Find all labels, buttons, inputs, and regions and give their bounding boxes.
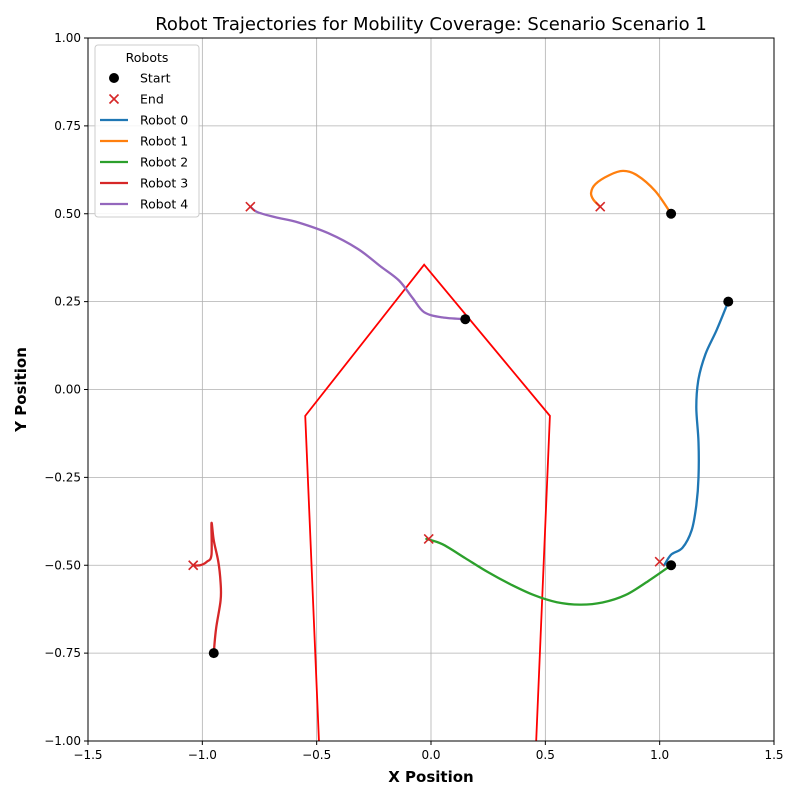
legend-entry-label: Robot 3 (140, 176, 188, 191)
legend-entry-label: Robot 2 (140, 155, 188, 170)
x-tick-label: 1.5 (764, 748, 783, 762)
robot-1-trajectory (589, 169, 673, 215)
plot-area (188, 169, 734, 742)
robot-4-trajectory (249, 205, 467, 321)
end-marker (188, 560, 199, 571)
start-marker (460, 314, 471, 325)
end-marker (423, 533, 434, 544)
legend-start-swatch (109, 73, 119, 83)
legend-title: Robots (126, 50, 169, 65)
x-tick-label: 0.5 (536, 748, 555, 762)
robot-3-trajectory (192, 521, 223, 655)
legend-entry-label: Robot 0 (140, 113, 188, 128)
x-tick-label: −0.5 (302, 748, 331, 762)
legend: Robots Start End Robot 0 Robot 1 Robot 2 Robo… (94, 44, 200, 218)
start-marker (666, 208, 677, 219)
legend-end-swatch (108, 93, 120, 105)
legend-entry-label: End (140, 92, 164, 107)
legend-box (94, 44, 200, 218)
x-tick-label: 1.0 (650, 748, 669, 762)
start-marker (723, 296, 734, 307)
legend-entry-label: Start (140, 71, 171, 86)
robot-0-trajectory (663, 300, 730, 567)
end-marker (595, 201, 606, 212)
x-axis-label: X Position (388, 768, 473, 786)
x-tick-label: −1.0 (188, 748, 217, 762)
y-tick-label: 1.00 (54, 31, 81, 45)
start-marker (666, 560, 677, 571)
end-marker (654, 556, 665, 567)
y-tick-label: −0.25 (44, 470, 81, 484)
x-tick-label: 0.0 (421, 748, 440, 762)
y-tick-label: −0.50 (44, 558, 81, 572)
y-axis-label: Y Position (12, 347, 30, 433)
y-tick-label: −1.00 (44, 734, 81, 748)
robot-2-trajectory (425, 537, 673, 606)
legend-entry-label: Robot 1 (140, 134, 188, 149)
y-tick-label: 0.75 (54, 119, 81, 133)
chart-title: Robot Trajectories for Mobility Coverage… (155, 14, 707, 35)
x-tick-label: −1.5 (73, 748, 102, 762)
y-tick-label: 0.00 (54, 383, 81, 397)
y-tick-label: −0.75 (44, 646, 81, 660)
end-marker (245, 201, 256, 212)
start-marker (208, 648, 219, 659)
axis-ticks: −1.5 −1.0 −0.5 0.0 0.5 1.0 1.5 −1.00 −0.75 −0.50 −… (44, 31, 783, 762)
boundary-line (304, 263, 551, 742)
legend-entry-label: Robot 4 (140, 197, 188, 212)
y-tick-label: 0.50 (54, 207, 81, 221)
y-tick-label: 0.25 (54, 295, 81, 309)
